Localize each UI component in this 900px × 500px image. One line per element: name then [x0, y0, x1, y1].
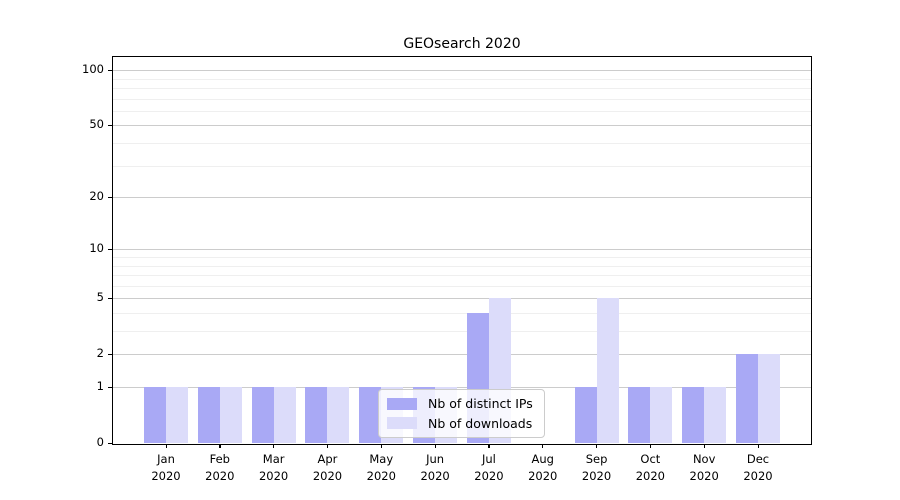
minor-gridline — [113, 285, 811, 287]
legend: Nb of distinct IPs Nb of downloads — [378, 389, 545, 438]
bar-sep-series1 — [596, 298, 619, 443]
bar-sep-series0 — [574, 387, 597, 443]
major-gridline — [113, 70, 811, 72]
y-tick-mark — [108, 196, 112, 198]
legend-label-distinct-ips: Nb of distinct IPs — [428, 396, 533, 412]
bar-oct-series1 — [650, 387, 673, 443]
y-tick-label: 50 — [89, 117, 104, 132]
y-tick-label: 2 — [96, 346, 104, 361]
legend-item-distinct-ips: Nb of distinct IPs — [387, 396, 536, 411]
legend-label-downloads: Nb of downloads — [428, 415, 533, 431]
y-tick-mark — [108, 248, 112, 250]
x-tick-label: Apr 2020 — [312, 452, 343, 483]
x-tick-label: Aug 2020 — [528, 452, 558, 483]
y-tick-mark — [108, 297, 112, 299]
bar-mar-series0 — [251, 387, 274, 443]
y-tick-mark — [108, 442, 112, 444]
y-tick-label: 0 — [96, 435, 104, 449]
y-tick-label: 1 — [96, 379, 104, 394]
x-tick-mark — [219, 444, 221, 448]
bar-apr-series0 — [305, 387, 328, 443]
y-tick-mark — [108, 124, 112, 127]
x-tick-mark — [165, 444, 167, 448]
x-tick-mark — [326, 444, 329, 448]
x-tick-mark — [596, 444, 598, 448]
y-tick-label: 100 — [82, 62, 104, 77]
bar-feb-series1 — [219, 387, 242, 443]
y-tick-label: 10 — [89, 241, 104, 256]
chart-title: GEOsearch 2020 — [403, 36, 521, 52]
x-tick-label: Dec 2020 — [743, 452, 773, 483]
x-tick-mark — [703, 444, 705, 448]
legend-swatch-downloads — [387, 417, 417, 430]
y-tick-label: 20 — [89, 189, 104, 204]
y-tick-mark — [108, 69, 112, 71]
x-tick-mark — [488, 444, 490, 448]
minor-gridline — [113, 88, 811, 90]
bar-dec-series0 — [736, 354, 758, 443]
minor-gridline — [113, 78, 811, 80]
minor-gridline — [113, 143, 811, 145]
x-tick-mark — [757, 444, 759, 448]
legend-item-downloads: Nb of downloads — [387, 416, 536, 431]
bar-apr-series1 — [327, 387, 350, 443]
x-tick-label: May 2020 — [366, 452, 396, 483]
x-tick-label: Jan 2020 — [151, 452, 181, 483]
minor-gridline — [113, 110, 811, 112]
bar-jan-series1 — [166, 387, 188, 443]
x-tick-mark — [649, 444, 652, 448]
x-tick-mark — [273, 444, 275, 448]
minor-gridline — [113, 265, 811, 267]
x-tick-mark — [434, 444, 436, 448]
bar-nov-series0 — [682, 387, 705, 443]
legend-swatch-distinct-ips — [387, 397, 417, 410]
major-gridline — [113, 387, 811, 389]
major-gridline — [113, 354, 811, 356]
minor-gridline — [113, 165, 811, 167]
minor-gridline — [113, 313, 811, 314]
x-tick-label: Oct 2020 — [635, 452, 665, 483]
y-tick-mark — [108, 386, 112, 388]
major-gridline — [113, 197, 811, 199]
bar-may-series0 — [359, 387, 382, 443]
major-gridline — [113, 249, 811, 251]
bar-feb-series0 — [197, 387, 220, 443]
bar-mar-series1 — [273, 387, 296, 443]
minor-gridline — [113, 257, 811, 259]
major-gridline — [113, 298, 811, 300]
y-tick-label: 5 — [96, 290, 104, 305]
bar-jan-series0 — [144, 387, 166, 443]
y-tick-mark — [108, 353, 112, 355]
x-tick-label: Sep 2020 — [581, 452, 612, 483]
bar-nov-series1 — [704, 387, 727, 443]
bar-dec-series1 — [758, 354, 780, 443]
x-tick-label: Mar 2020 — [258, 452, 289, 483]
x-tick-label: Jun 2020 — [420, 452, 450, 483]
plot-area — [113, 57, 811, 443]
bar-oct-series0 — [628, 387, 651, 443]
x-tick-label: Jul 2020 — [474, 452, 504, 483]
minor-gridline — [113, 98, 811, 100]
minor-gridline — [113, 275, 811, 277]
x-tick-mark — [542, 444, 544, 448]
x-tick-label: Nov 2020 — [689, 452, 719, 483]
major-gridline — [113, 125, 811, 127]
x-tick-label: Feb 2020 — [205, 452, 235, 483]
minor-gridline — [113, 331, 811, 333]
x-tick-mark — [380, 444, 382, 448]
